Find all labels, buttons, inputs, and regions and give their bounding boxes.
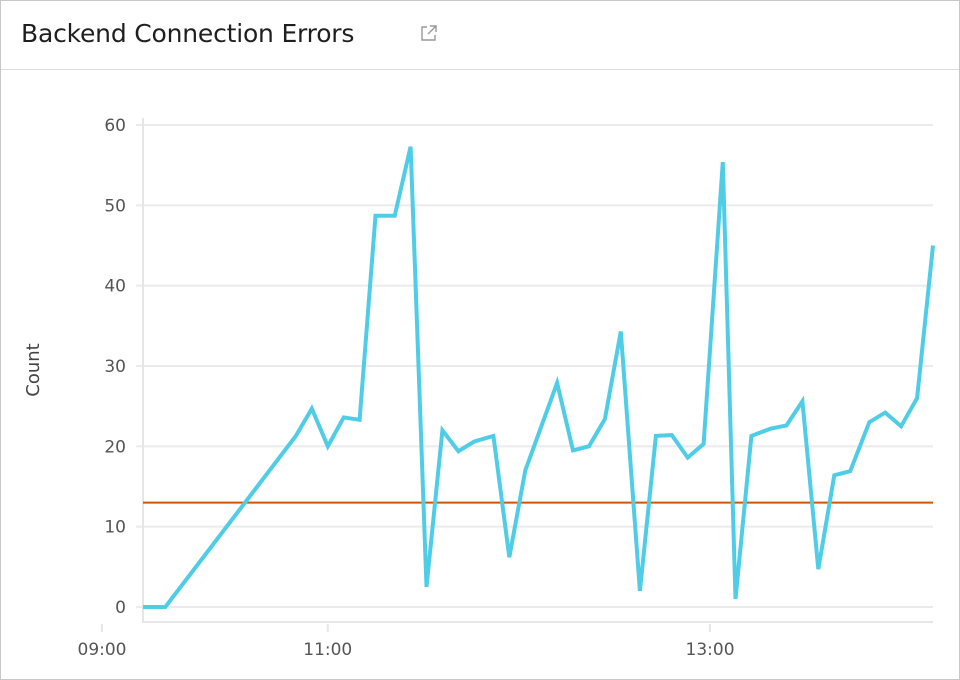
y-axis-label: Count xyxy=(23,343,44,396)
y-tick-label: 60 xyxy=(104,116,126,136)
y-tick-label: 0 xyxy=(115,598,126,618)
x-tick-label: 11:00 xyxy=(303,640,352,660)
external-link-icon[interactable] xyxy=(419,23,439,43)
y-tick-label: 20 xyxy=(104,437,126,457)
x-tick-label: 09:00 xyxy=(78,640,127,660)
y-tick-label: 50 xyxy=(104,196,126,216)
y-tick-label: 10 xyxy=(104,518,126,538)
panel-title: Backend Connection Errors xyxy=(21,19,355,48)
y-tick-label: 40 xyxy=(104,277,126,297)
x-tick-label: 13:00 xyxy=(686,640,735,660)
panel-header: Backend Connection Errors xyxy=(1,1,959,70)
y-tick-label: 30 xyxy=(104,357,126,377)
series-line xyxy=(143,146,935,609)
